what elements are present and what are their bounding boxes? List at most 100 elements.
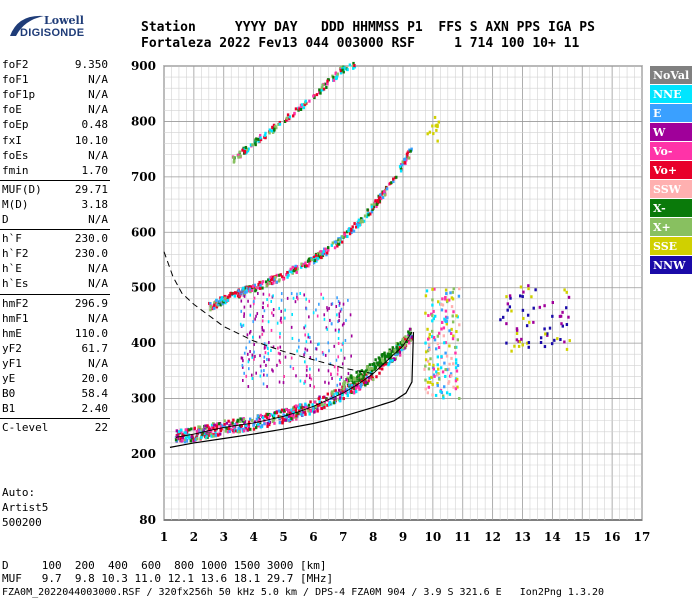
data-point bbox=[369, 371, 373, 375]
data-point bbox=[221, 424, 224, 428]
data-point bbox=[437, 300, 440, 304]
data-point bbox=[247, 360, 250, 364]
param-value: 29.71 bbox=[74, 182, 108, 196]
data-point bbox=[330, 302, 333, 306]
data-point bbox=[388, 358, 392, 362]
legend-item: Vo+ bbox=[650, 161, 692, 180]
data-point bbox=[326, 403, 329, 407]
data-point bbox=[252, 299, 255, 303]
data-point bbox=[341, 68, 344, 72]
data-point bbox=[396, 342, 400, 346]
data-point bbox=[519, 294, 522, 298]
data-point bbox=[336, 244, 339, 248]
data-point bbox=[407, 337, 410, 341]
data-point bbox=[261, 328, 264, 332]
data-point bbox=[444, 297, 447, 301]
data-point bbox=[177, 430, 181, 434]
data-point bbox=[207, 425, 211, 429]
data-point bbox=[399, 341, 403, 345]
data-point bbox=[300, 262, 303, 266]
data-point bbox=[382, 363, 385, 367]
data-point bbox=[430, 375, 433, 379]
data-point bbox=[298, 338, 300, 342]
param-name: B1 bbox=[2, 402, 16, 416]
data-point bbox=[439, 366, 443, 370]
data-point bbox=[267, 320, 270, 324]
data-point bbox=[348, 383, 350, 387]
data-point bbox=[440, 355, 443, 359]
data-point bbox=[378, 199, 381, 203]
data-point bbox=[379, 197, 383, 201]
data-point bbox=[249, 285, 253, 289]
data-point bbox=[216, 302, 220, 306]
data-point bbox=[342, 70, 345, 74]
data-point bbox=[304, 379, 306, 383]
data-point bbox=[228, 429, 231, 433]
data-point bbox=[234, 291, 238, 295]
footer-muf-row: MUF 9.7 9.8 10.3 11.0 12.1 13.6 18.1 29.… bbox=[2, 572, 334, 585]
data-point bbox=[546, 333, 549, 337]
data-point bbox=[254, 317, 256, 321]
data-point bbox=[451, 362, 455, 366]
data-point bbox=[193, 426, 196, 430]
data-point bbox=[267, 278, 270, 282]
data-point bbox=[330, 322, 333, 326]
data-point bbox=[243, 147, 246, 151]
y-tick-label: 800 bbox=[131, 114, 156, 128]
data-point bbox=[313, 96, 316, 100]
data-point bbox=[265, 412, 268, 416]
data-point bbox=[233, 294, 236, 298]
data-point bbox=[341, 362, 344, 366]
data-point bbox=[280, 292, 283, 296]
data-point bbox=[407, 330, 410, 334]
data-point bbox=[440, 308, 444, 312]
data-point bbox=[182, 433, 186, 437]
data-point bbox=[308, 299, 311, 303]
data-point bbox=[380, 353, 383, 357]
data-point bbox=[315, 308, 317, 312]
data-point bbox=[214, 433, 218, 437]
data-point bbox=[184, 428, 188, 432]
data-point bbox=[223, 419, 226, 423]
data-point bbox=[262, 373, 265, 377]
data-point bbox=[282, 277, 285, 281]
data-point bbox=[380, 361, 383, 365]
data-point bbox=[278, 421, 282, 425]
data-point bbox=[358, 378, 361, 382]
data-point bbox=[400, 163, 404, 167]
data-point bbox=[239, 322, 242, 326]
data-point bbox=[253, 420, 257, 424]
data-point bbox=[219, 432, 222, 436]
param-row: fxI 10.10 bbox=[2, 134, 108, 148]
data-point bbox=[456, 364, 460, 368]
data-point bbox=[320, 407, 324, 411]
data-point bbox=[403, 340, 406, 344]
data-point bbox=[282, 413, 285, 417]
x-tick-label: 9 bbox=[399, 530, 407, 544]
data-point bbox=[223, 422, 226, 426]
data-point bbox=[353, 381, 356, 385]
data-point bbox=[232, 418, 235, 422]
header-row-2: Fortaleza 2022 Fev13 044 003000 RSF 1 71… bbox=[141, 36, 580, 51]
data-point bbox=[396, 348, 399, 352]
data-point bbox=[370, 203, 373, 207]
data-point bbox=[245, 150, 248, 154]
data-point bbox=[268, 131, 271, 135]
data-point bbox=[332, 392, 335, 396]
data-point bbox=[250, 418, 254, 422]
param-separator bbox=[0, 293, 110, 295]
data-point bbox=[264, 280, 268, 284]
data-point bbox=[395, 341, 398, 345]
data-point bbox=[442, 396, 445, 400]
data-point bbox=[336, 372, 339, 376]
data-point bbox=[361, 220, 364, 224]
data-point bbox=[366, 208, 369, 212]
data-point bbox=[443, 361, 446, 365]
data-point bbox=[238, 419, 241, 423]
data-point bbox=[309, 367, 311, 371]
data-point bbox=[386, 354, 389, 358]
data-point bbox=[434, 314, 437, 318]
data-point bbox=[316, 403, 320, 407]
data-point bbox=[346, 379, 349, 383]
data-point bbox=[185, 434, 189, 438]
